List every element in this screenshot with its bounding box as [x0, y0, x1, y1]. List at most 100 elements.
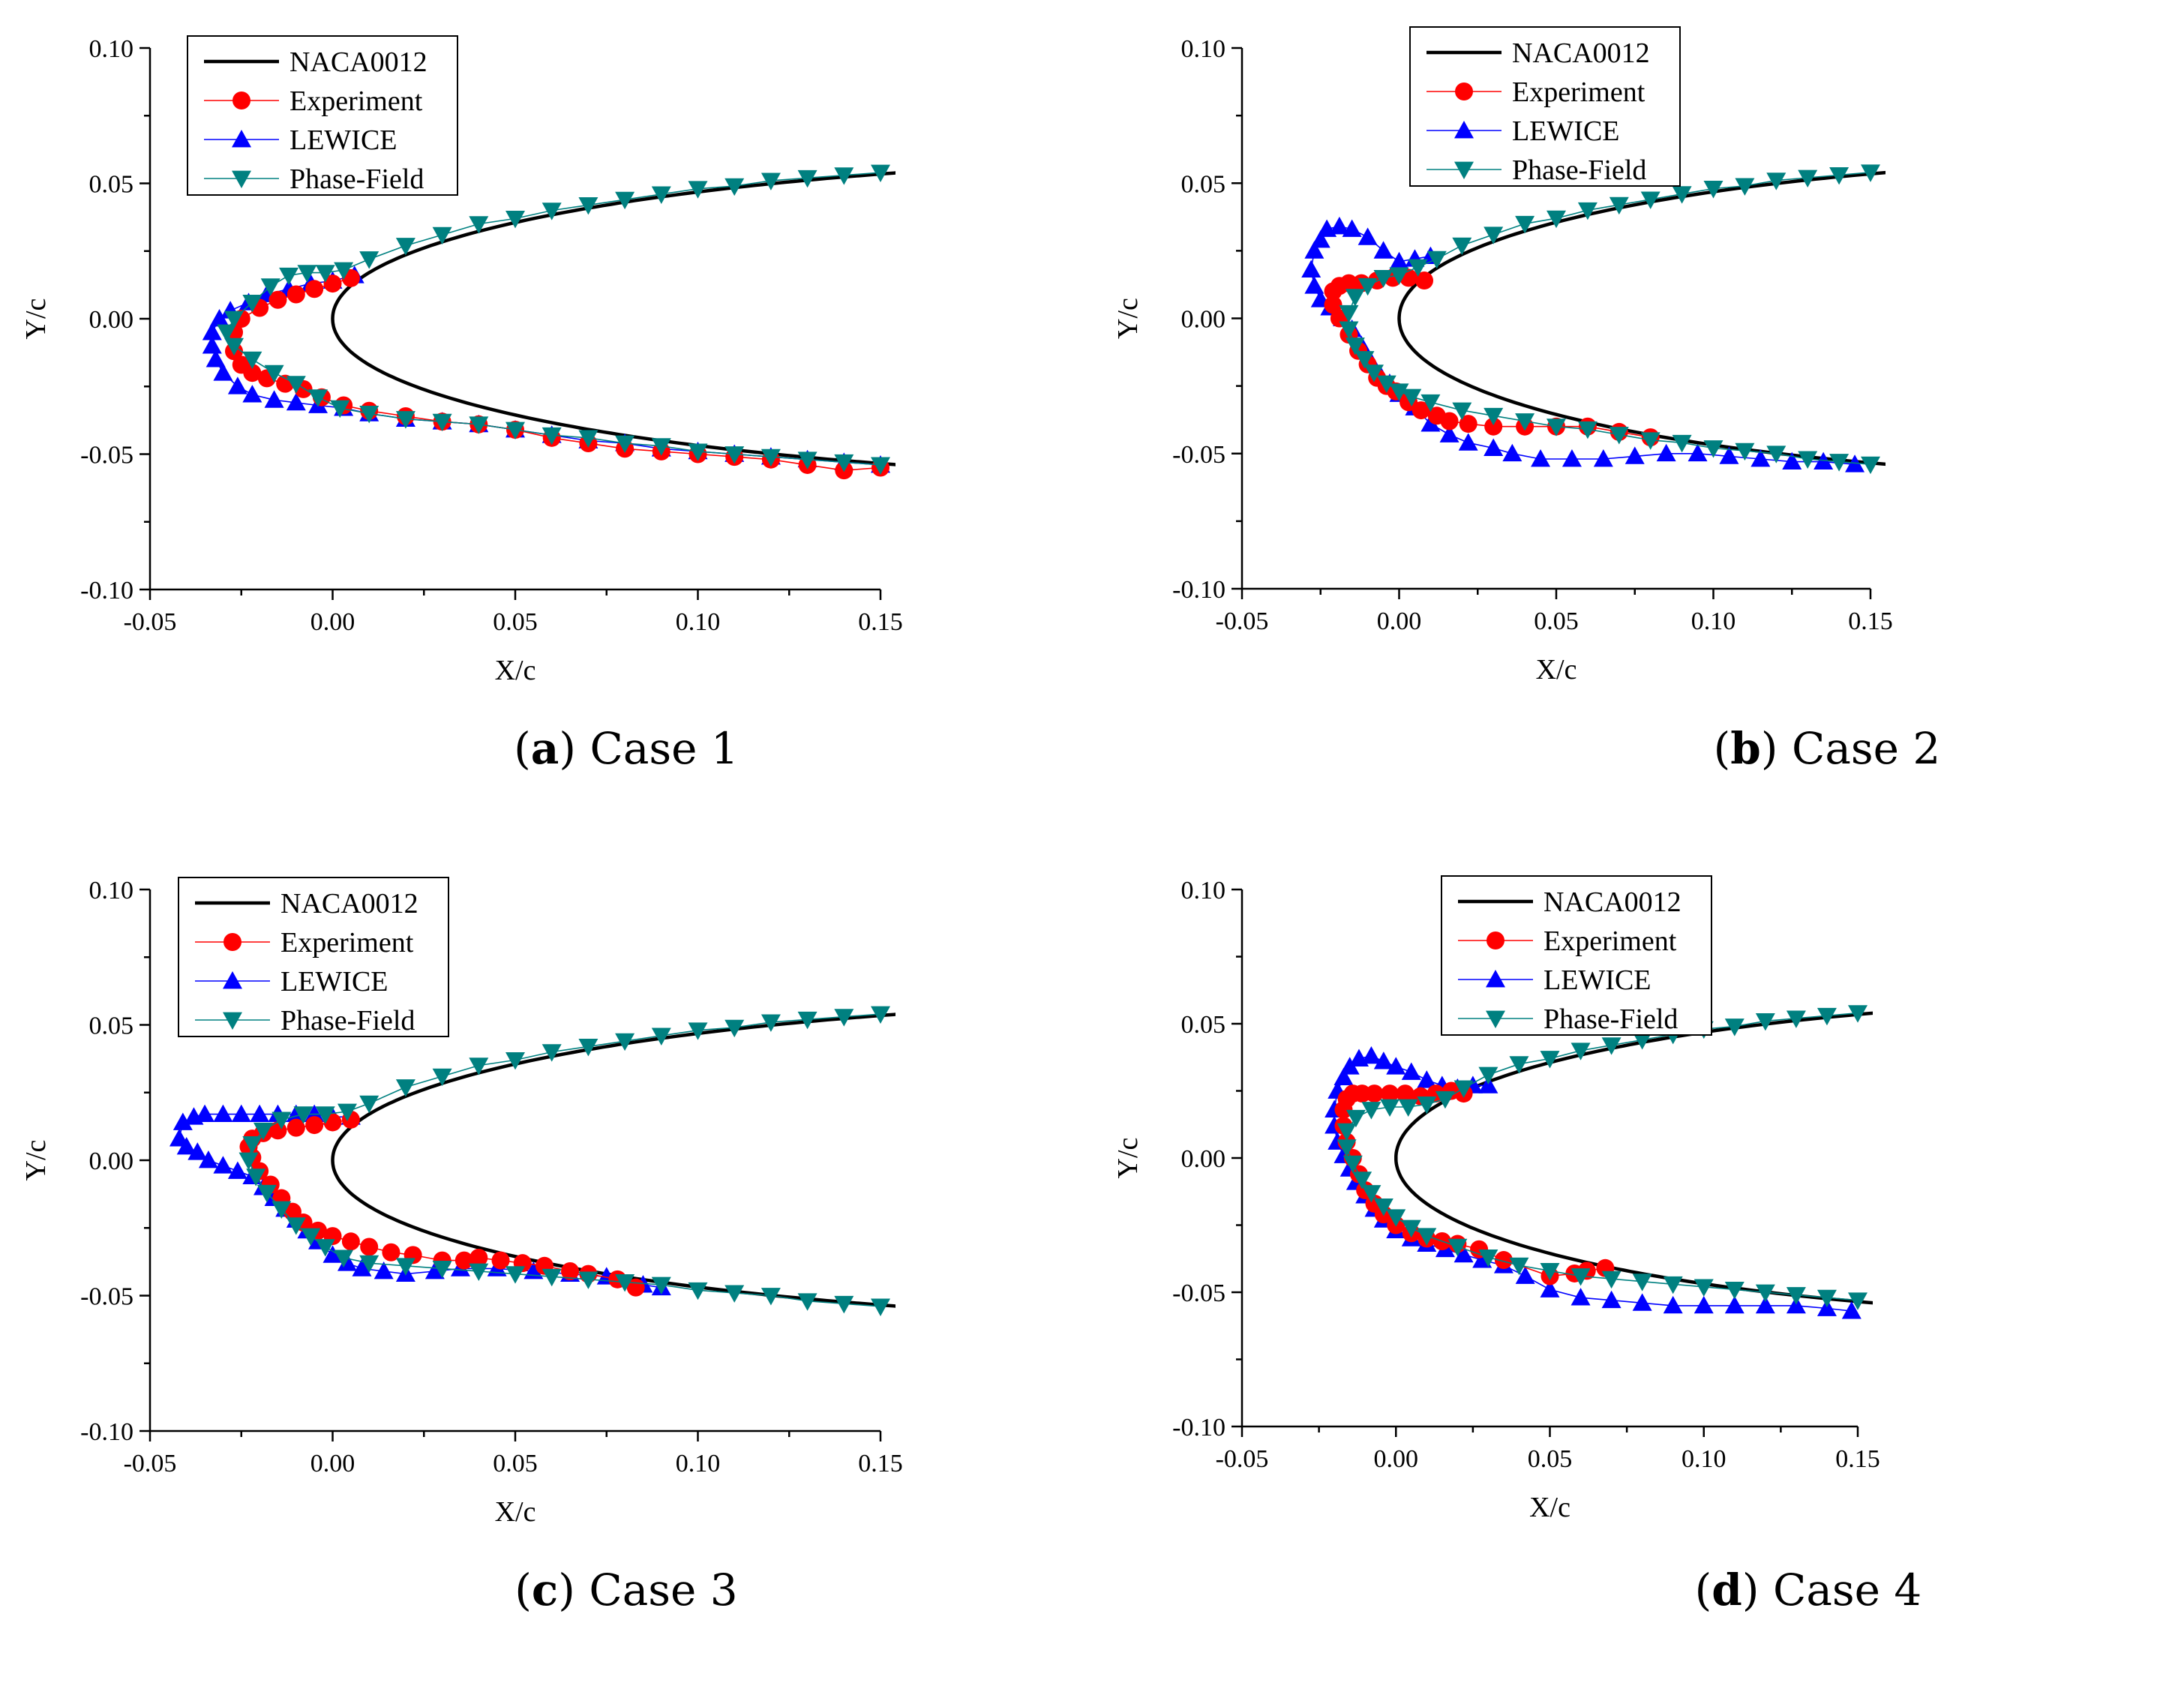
- phase-field-point: [1515, 215, 1535, 234]
- experiment-point: [341, 1232, 360, 1251]
- lewice-point: [322, 1245, 343, 1263]
- phase-field-point: [724, 1019, 745, 1038]
- phase-field-point: [834, 1295, 854, 1314]
- lewice-point: [213, 1104, 233, 1123]
- legend-marker-lewice: [1486, 970, 1505, 988]
- experiment-point: [286, 1118, 305, 1137]
- phase-field-point: [238, 1152, 259, 1170]
- phase-field-point: [395, 1079, 416, 1097]
- phase-field-point: [286, 1217, 306, 1235]
- legend: NACA0012 Experiment LEWICE Phase-Field: [1441, 875, 1712, 1036]
- phase-field-point: [1339, 304, 1359, 323]
- phase-field-point: [760, 1288, 781, 1306]
- x-tick-label: 0.05: [1534, 608, 1579, 635]
- phase-field-point: [1786, 1010, 1806, 1028]
- phase-field-point: [359, 405, 380, 424]
- phase-field-point: [1509, 1257, 1529, 1276]
- lewice-point: [1389, 251, 1409, 270]
- experiment-point: [305, 280, 324, 298]
- phase-field-point: [217, 324, 237, 343]
- phase-field-point: [1454, 1080, 1474, 1098]
- phase-field-point: [615, 1274, 635, 1292]
- phase-field-point: [330, 400, 350, 418]
- legend-label-experiment: Experiment: [1512, 76, 1646, 108]
- phase-field-point: [578, 1038, 598, 1057]
- phase-field-point: [1724, 1018, 1744, 1036]
- phase-field-point: [1342, 1155, 1363, 1174]
- phase-field-point: [578, 196, 598, 215]
- phase-field-point: [1735, 178, 1755, 196]
- legend-marker-experiment: [1455, 82, 1473, 100]
- phase-field-point: [1376, 375, 1396, 394]
- x-tick-label: -0.05: [124, 608, 177, 636]
- experiment-point: [1484, 417, 1503, 436]
- phase-field-point: [1786, 1287, 1806, 1305]
- chart-svg: -0.05 0.00 0.05 0.10 0.15 -0.10 -0.05 0.00 0.05 0…: [1112, 26, 1893, 686]
- experiment-point: [1412, 401, 1430, 420]
- lewice-point: [1601, 1290, 1622, 1309]
- lewice-point: [1841, 1301, 1862, 1319]
- lewice-point: [1401, 1062, 1421, 1080]
- lewice-point: [1531, 448, 1551, 467]
- phase-field-point: [1386, 1209, 1406, 1227]
- legend-label-naca0012: NACA0012: [280, 888, 418, 920]
- x-tick-label: 0.00: [1377, 608, 1422, 635]
- phase-field-point: [1354, 351, 1375, 369]
- phase-field-point: [615, 435, 635, 454]
- lewice-point: [1334, 1067, 1354, 1085]
- lewice-point: [213, 1156, 233, 1174]
- phase-field-point: [1798, 170, 1818, 188]
- lewice-point: [1663, 1295, 1683, 1314]
- phase-field-point: [688, 1022, 708, 1040]
- phase-field-point: [1478, 1066, 1498, 1085]
- phase-field-point: [688, 1282, 708, 1300]
- x-tick-label: 0.05: [493, 608, 538, 636]
- phase-field-point: [542, 1268, 562, 1287]
- phase-field-point: [1345, 338, 1365, 356]
- plot-area: [1324, 1005, 1873, 1319]
- experiment-point: [360, 1238, 379, 1256]
- phase-field-point: [1640, 191, 1660, 209]
- phase-field-point: [506, 1266, 525, 1284]
- legend-label-experiment: Experiment: [280, 927, 414, 958]
- y-tick-label: 0.00: [89, 1148, 134, 1175]
- lewice-point: [250, 1104, 270, 1123]
- panel-case-1: -0.05 0.00 0.05 0.10 0.15 -0.10 -0.05 0.00 0.05 0…: [0, 0, 1092, 842]
- phase-field-point: [1361, 1185, 1382, 1203]
- phase-field-point: [1339, 321, 1359, 339]
- phase-field-point: [301, 1228, 321, 1246]
- axes: [140, 46, 882, 600]
- phase-field-point: [395, 1258, 416, 1276]
- series-experiment: [225, 268, 890, 480]
- experiment-point: [286, 285, 305, 304]
- phase-field-point: [1364, 364, 1384, 382]
- y-tick-label: -0.10: [1172, 1414, 1226, 1442]
- phase-field-point: [760, 448, 781, 467]
- experiment-point: [1396, 1084, 1414, 1103]
- phase-field-point: [651, 1276, 671, 1295]
- phase-field-point: [1570, 1268, 1591, 1286]
- legend-marker-experiment: [224, 933, 242, 951]
- phase-field-point: [1336, 1123, 1357, 1142]
- lewice-point: [1656, 443, 1676, 462]
- lewice-point: [1688, 443, 1708, 462]
- legend-label-phase-field: Phase-Field: [280, 1005, 415, 1036]
- panel-case-4: -0.05 0.00 0.05 0.10 0.15 -0.10 -0.05 0.00 0.05 0…: [1092, 842, 2184, 1683]
- phase-field-point: [1358, 278, 1378, 296]
- y-tick-label: -0.05: [80, 442, 134, 470]
- lewice-point: [1515, 1266, 1535, 1284]
- phase-field-point: [1816, 1289, 1837, 1308]
- chart-svg: -0.05 0.00 0.05 0.10 0.15 -0.10 -0.05 0.00 0.05 0…: [20, 35, 903, 686]
- experiment-point: [1381, 1084, 1400, 1103]
- lewice-point: [184, 1107, 204, 1125]
- series-phase-field: [217, 164, 890, 475]
- y-tick-label: -0.10: [80, 1418, 134, 1446]
- lewice-point: [424, 1262, 445, 1280]
- phase-field-point: [1546, 418, 1566, 436]
- phase-field-point: [297, 265, 317, 283]
- lewice-point: [1484, 438, 1504, 456]
- phase-field-point: [1861, 164, 1880, 182]
- phase-field-point: [315, 1239, 335, 1257]
- phase-field-point: [688, 443, 708, 461]
- y-tick-label: 0.00: [1181, 306, 1226, 334]
